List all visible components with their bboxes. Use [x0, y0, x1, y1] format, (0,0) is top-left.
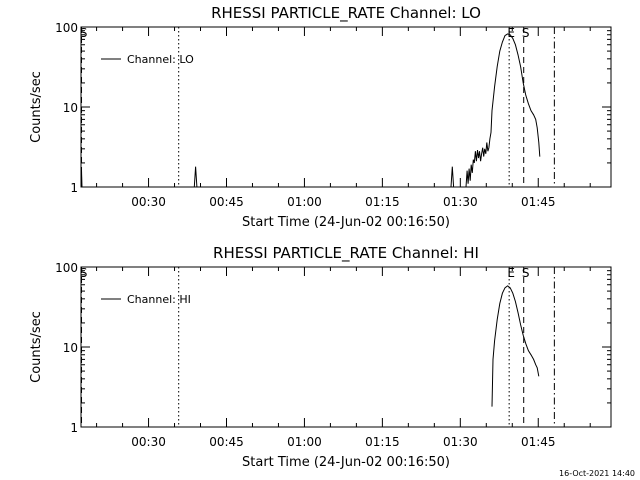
x-axis-label: Start Time (24-Jun-02 00:16:50)	[242, 455, 450, 470]
y-tick-label: 100	[55, 261, 78, 275]
x-tick-label: 01:45	[521, 435, 556, 449]
chart-title: RHESSI PARTICLE_RATE Channel: HI	[213, 244, 479, 263]
legend-entry: Channel: LO	[127, 53, 194, 66]
plot-frame	[80, 26, 612, 188]
x-tick-label: 01:45	[521, 195, 556, 209]
lo-channel-panel: RHESSI PARTICLE_RATE Channel: LO 1 10 100 Co…	[29, 4, 612, 230]
data-series-line	[450, 166, 455, 188]
generation-timestamp: 16-Oct-2021 14:40	[559, 469, 635, 478]
x-tick-label: 01:00	[287, 195, 322, 209]
y-tick-label: 10	[63, 101, 78, 115]
event-marker-label: S	[80, 26, 88, 40]
event-marker-label: S	[522, 266, 530, 280]
data-series-line	[80, 170, 83, 188]
x-tick-label: 01:30	[443, 435, 478, 449]
x-tick-label: 01:30	[443, 195, 478, 209]
data-series-line	[193, 166, 198, 188]
event-marker-label: S	[80, 266, 88, 280]
x-tick-label: 01:00	[287, 435, 322, 449]
x-tick-label: 00:30	[131, 435, 166, 449]
y-tick-label: 1	[70, 421, 78, 435]
legend-entry: Channel: HI	[127, 293, 191, 306]
chart-title: RHESSI PARTICLE_RATE Channel: LO	[211, 4, 481, 23]
event-marker-label: E	[507, 26, 515, 40]
plot-frame	[80, 266, 612, 428]
y-tick-label: 100	[55, 21, 78, 35]
x-tick-label: 01:15	[365, 195, 400, 209]
data-series-line	[465, 33, 541, 188]
hi-channel-panel: RHESSI PARTICLE_RATE Channel: HI 1 10 100 Co…	[29, 244, 612, 470]
x-tick-label: 01:15	[365, 435, 400, 449]
x-axis-label: Start Time (24-Jun-02 00:16:50)	[242, 215, 450, 230]
event-marker-label: E	[507, 266, 515, 280]
x-tick-label: 00:30	[131, 195, 166, 209]
y-axis-label: Counts/sec	[29, 311, 44, 383]
y-axis-label: Counts/sec	[29, 71, 44, 143]
x-tick-label: 00:45	[209, 435, 244, 449]
y-tick-label: 10	[63, 341, 78, 355]
x-tick-label: 00:45	[209, 195, 244, 209]
y-tick-label: 1	[70, 181, 78, 195]
data-series-line	[491, 285, 540, 407]
event-marker-label: S	[522, 26, 530, 40]
